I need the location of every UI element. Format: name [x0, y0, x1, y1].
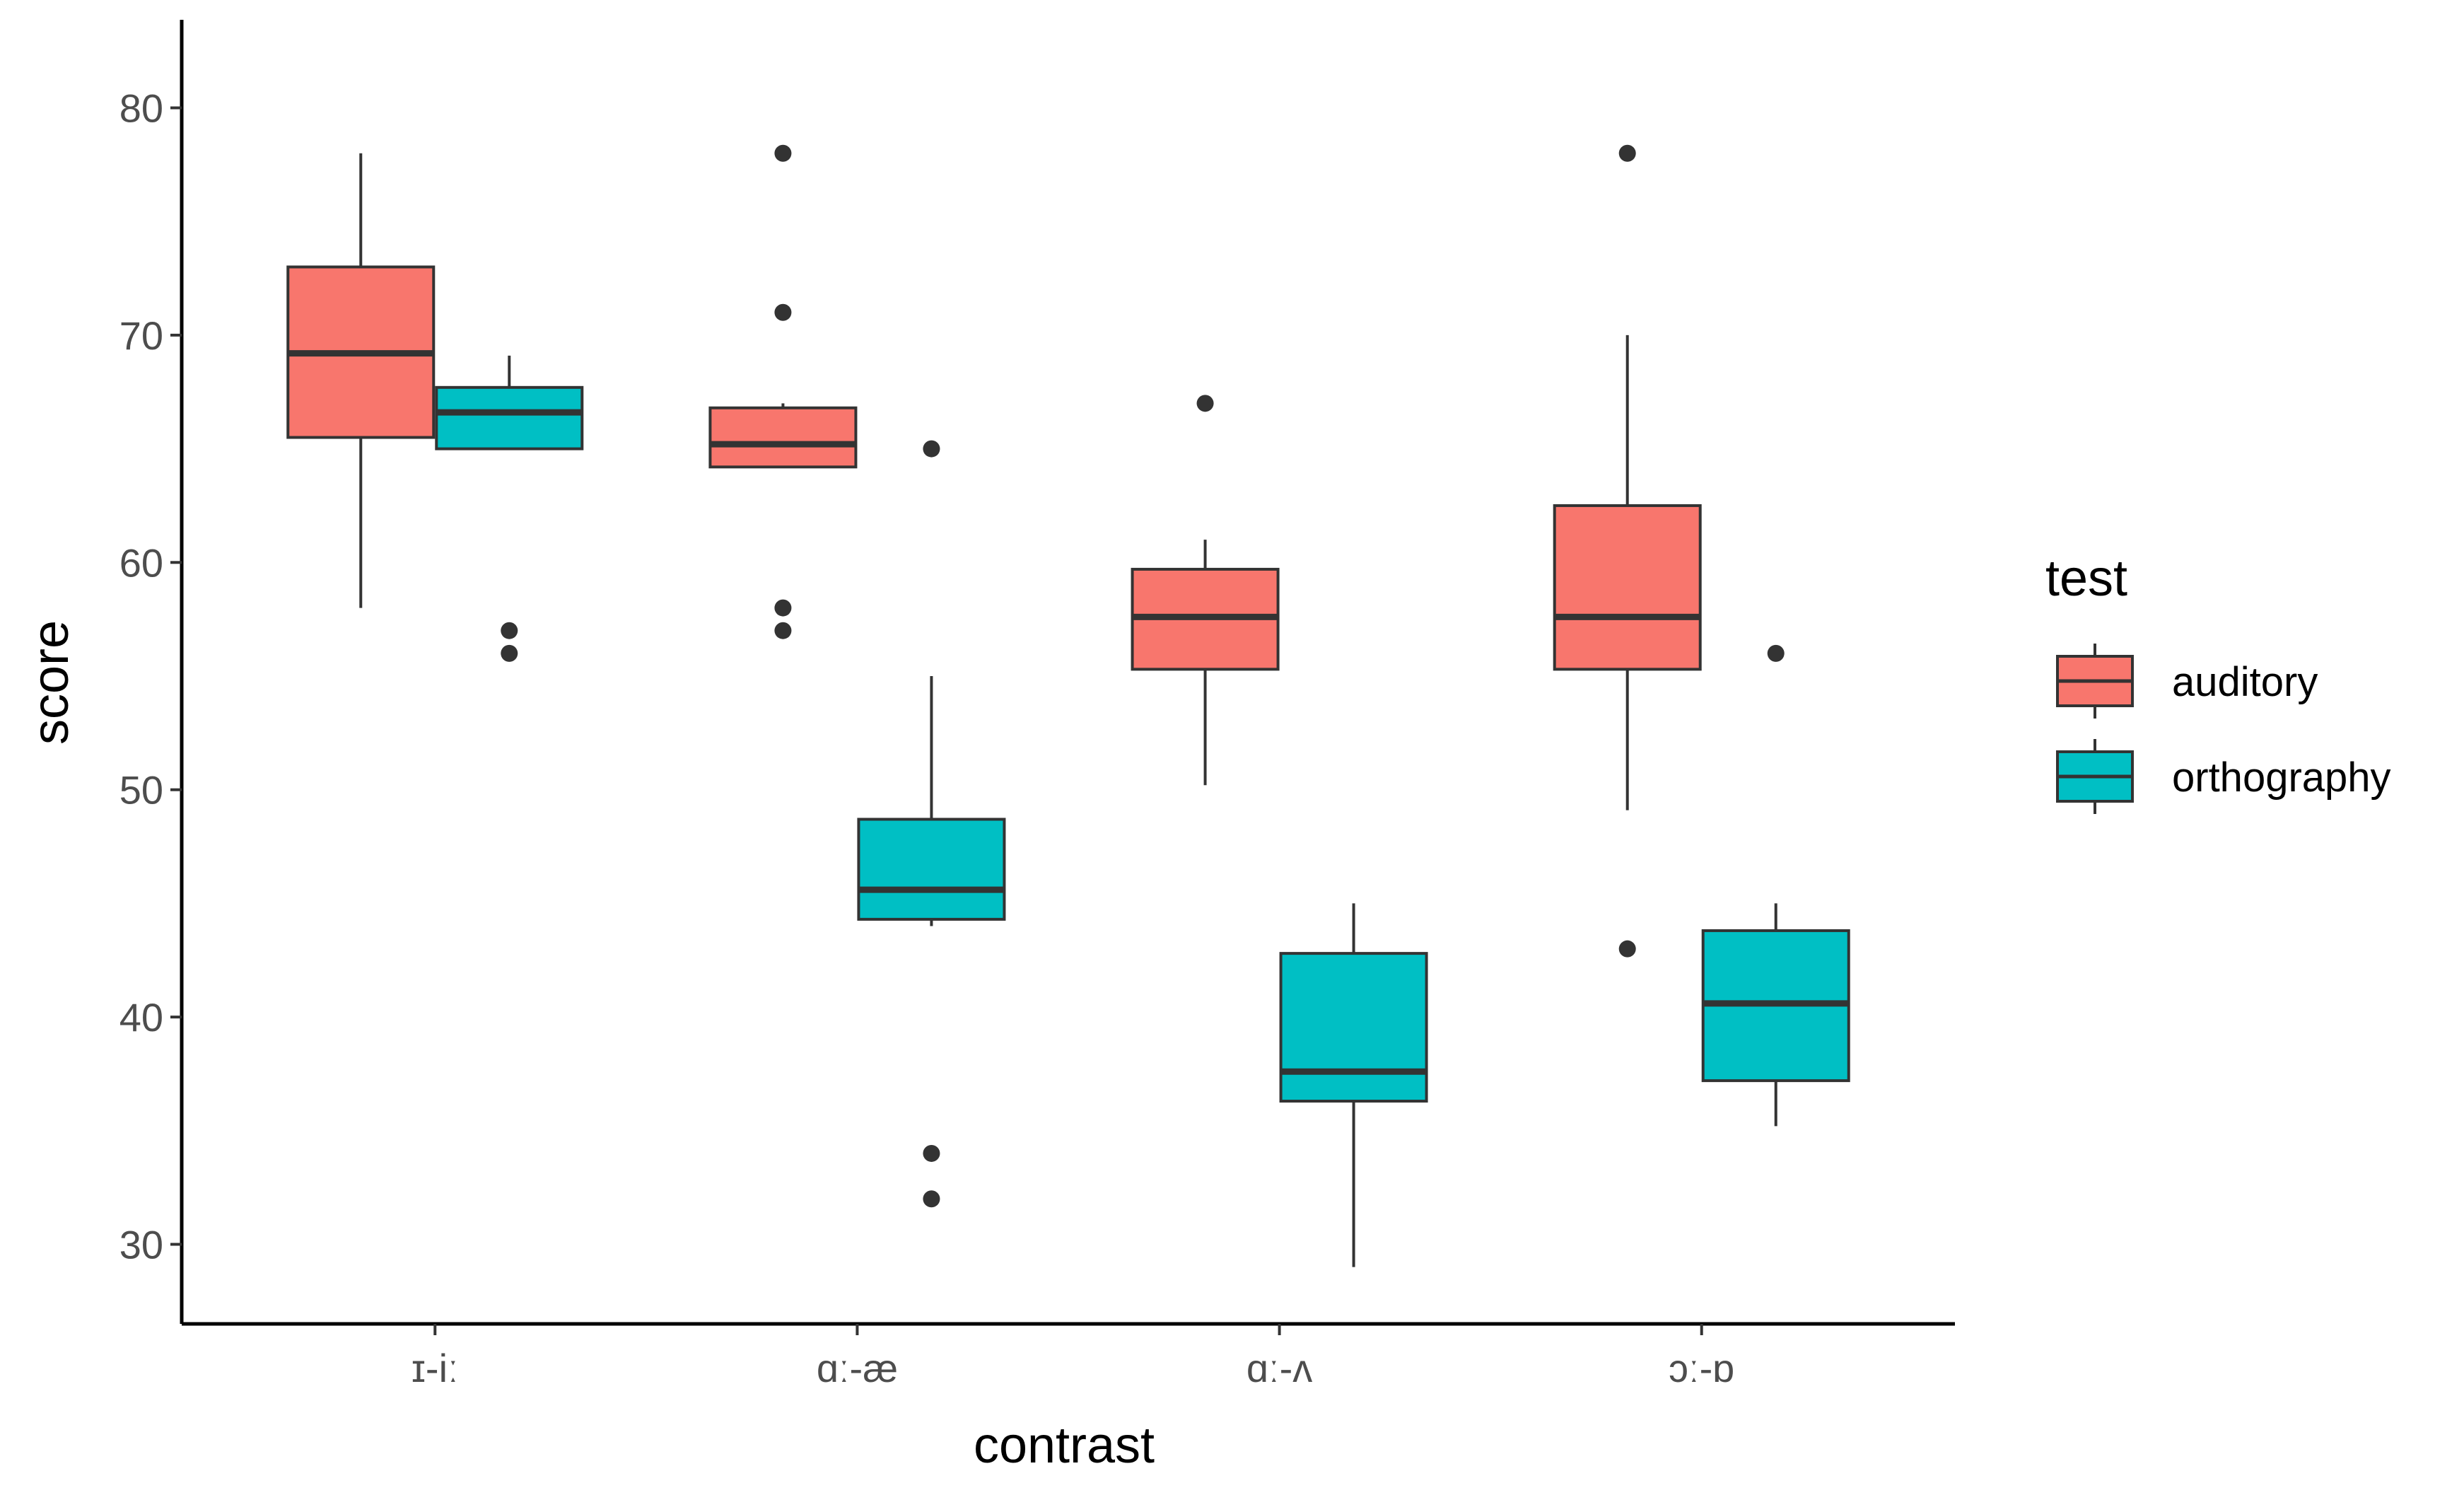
box-iqr — [857, 818, 1006, 921]
box-group-orthography — [1279, 903, 1428, 1267]
box-iqr — [435, 385, 584, 450]
box-iqr — [708, 406, 858, 469]
outlier-point — [1196, 395, 1214, 412]
outlier-point — [774, 144, 792, 162]
y-tick-label: 70 — [119, 313, 163, 358]
x-tick-label: ɔː-ɒ — [1669, 1346, 1734, 1390]
outlier-point — [923, 440, 940, 458]
box-group-auditory — [1553, 144, 1702, 958]
legend-title: test — [2045, 550, 2127, 607]
box-group-orthography — [857, 440, 1006, 1208]
plot-area — [286, 144, 1850, 1267]
x-tick-label: ɑː-æ — [817, 1346, 898, 1390]
outlier-point — [501, 622, 518, 639]
x-tick-label: ɪ-iː — [411, 1346, 459, 1390]
outlier-point — [1767, 644, 1785, 662]
outlier-point — [774, 622, 792, 639]
legend-label: auditory — [2172, 659, 2318, 705]
outlier-point — [1618, 940, 1636, 958]
legend-label: orthography — [2172, 755, 2391, 801]
box-iqr — [1553, 504, 1702, 671]
y-tick-label: 30 — [119, 1223, 163, 1267]
outlier-point — [923, 1190, 940, 1208]
y-tick-label: 60 — [119, 540, 163, 585]
legend: test auditory orthography — [2045, 550, 2391, 814]
box-iqr — [1279, 952, 1428, 1103]
y-axis: 30 40 50 60 70 80 — [119, 20, 184, 1324]
x-axis: ɪ-iː ɑː-æ ɑː-ʌ ɔː-ɒ — [182, 1322, 1955, 1390]
x-axis-title: contrast — [974, 1417, 1155, 1474]
outlier-point — [923, 1144, 940, 1162]
y-tick-label: 40 — [119, 995, 163, 1040]
outlier-point — [1618, 144, 1636, 162]
legend-item-auditory: auditory — [2056, 644, 2318, 719]
y-tick-label: 50 — [119, 768, 163, 813]
y-axis-title: score — [23, 620, 79, 745]
box-group-orthography — [1701, 644, 1850, 1127]
box-group-auditory — [708, 144, 858, 639]
outlier-point — [774, 599, 792, 617]
y-tick-label: 80 — [119, 86, 163, 130]
legend-item-orthography: orthography — [2056, 739, 2391, 814]
x-tick-label: ɑː-ʌ — [1246, 1346, 1312, 1390]
outlier-point — [501, 644, 518, 662]
outlier-point — [774, 303, 792, 321]
box-group-orthography — [435, 355, 584, 662]
box-group-auditory — [1131, 395, 1280, 786]
box-group-auditory — [286, 153, 436, 608]
